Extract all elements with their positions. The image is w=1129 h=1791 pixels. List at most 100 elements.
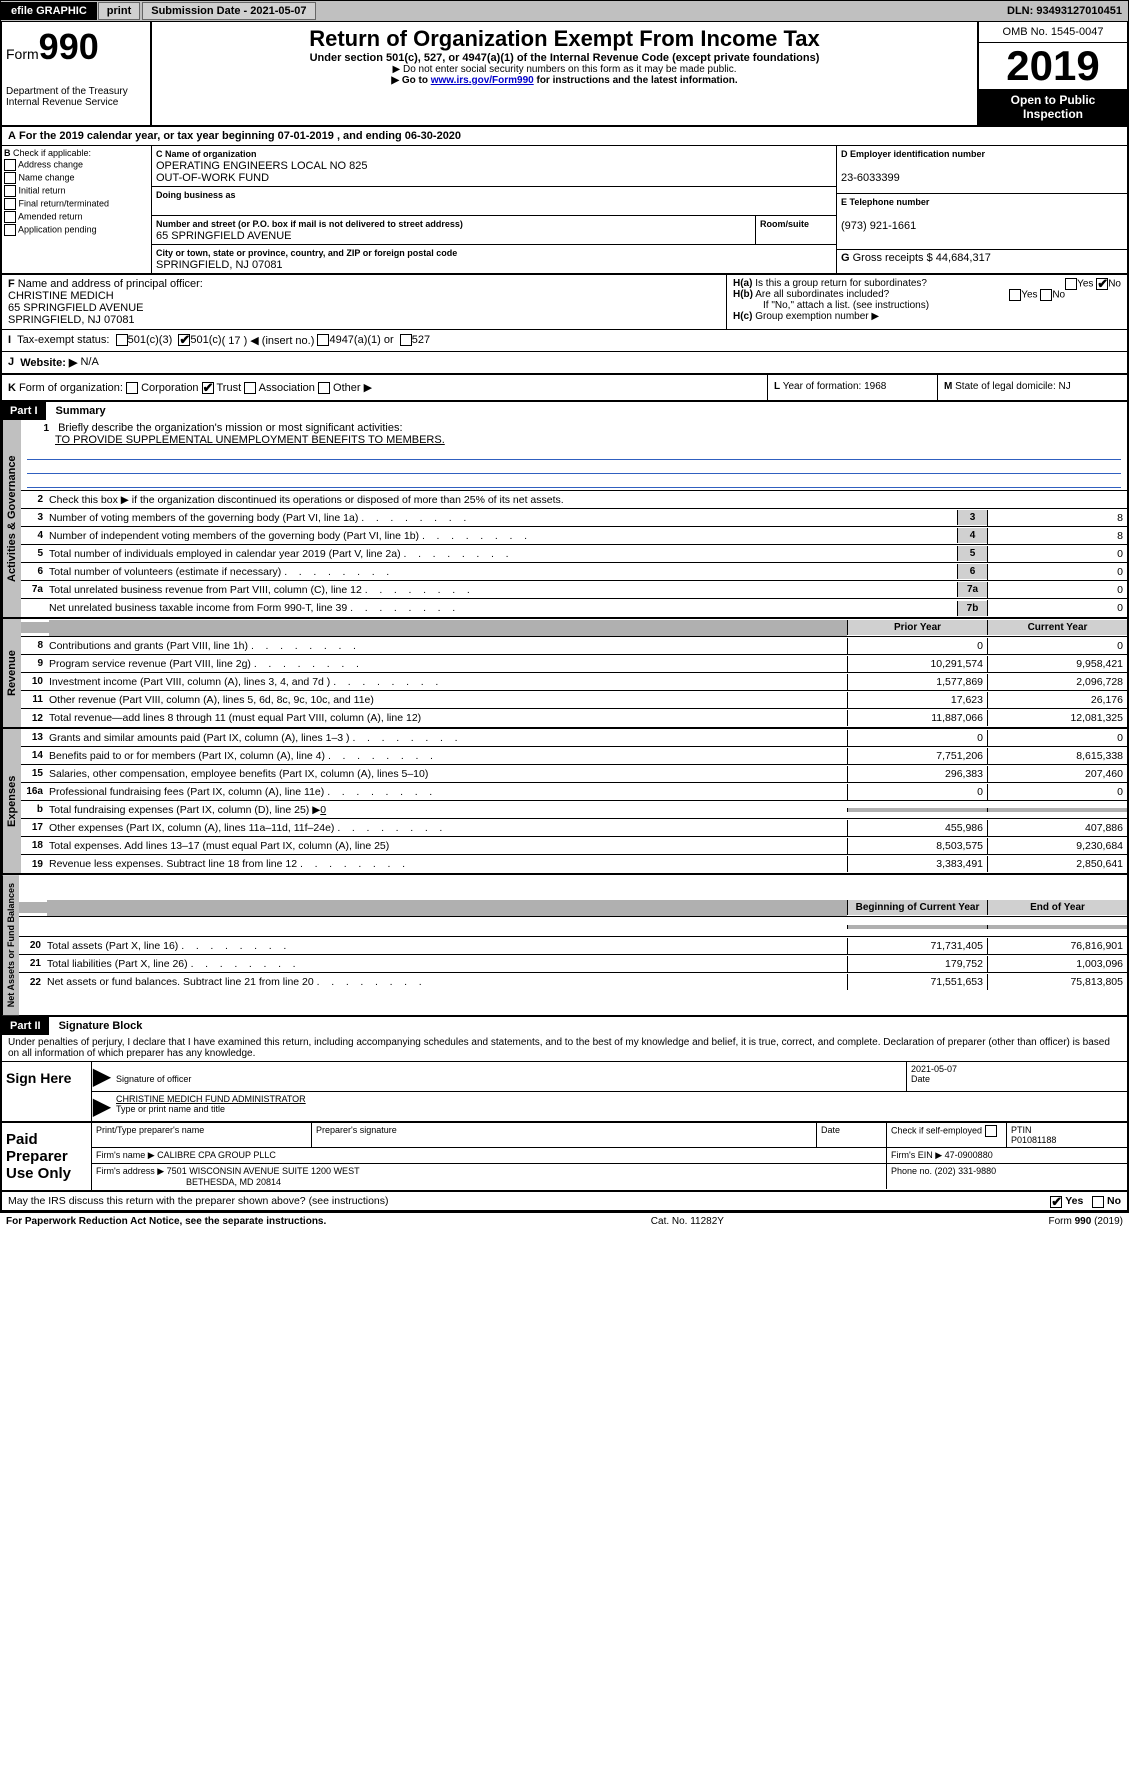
tab-net-assets: Net Assets or Fund Balances: [2, 875, 19, 1015]
hc-label: Group exemption number ▶: [755, 311, 879, 322]
chk-initial-return[interactable]: Initial return: [19, 185, 66, 195]
footer: For Paperwork Reduction Act Notice, see …: [0, 1212, 1129, 1230]
prep-name-label: Print/Type preparer's name: [92, 1123, 312, 1147]
part1-body: Activities & Governance 1 Briefly descri…: [0, 420, 1129, 619]
netassets-block: Net Assets or Fund Balances Beginning of…: [0, 875, 1129, 1017]
l21-curr: 1,003,096: [987, 956, 1127, 972]
col-C: C Name of organization OPERATING ENGINEE…: [152, 146, 837, 273]
k-assoc[interactable]: [244, 382, 256, 394]
l7b-val: 0: [987, 600, 1127, 616]
l20-text: Total assets (Part X, line 16): [47, 940, 178, 952]
l10-text: Investment income (Part VIII, column (A)…: [49, 676, 330, 688]
tab-activities-governance: Activities & Governance: [2, 420, 21, 617]
irs-label: Internal Revenue Service: [6, 97, 146, 108]
self-employed-check[interactable]: Check if self-employed: [887, 1123, 1007, 1147]
tab-expenses: Expenses: [2, 729, 21, 873]
i-501c[interactable]: [178, 334, 190, 346]
l8-curr: 0: [987, 638, 1127, 654]
ein: 23-6033399: [841, 172, 900, 184]
topbar: efile GRAPHIC print Submission Date - 20…: [0, 0, 1129, 22]
i-4947[interactable]: [317, 334, 329, 346]
gross-receipts: 44,684,317: [936, 252, 991, 264]
state-domicile: NJ: [1059, 381, 1071, 392]
hb-no[interactable]: [1040, 289, 1052, 301]
l1-text: Briefly describe the organization's miss…: [58, 422, 402, 434]
chk-final-return[interactable]: Final return/terminated: [19, 198, 110, 208]
row-KLM: K Form of organization: Corporation Trus…: [0, 375, 1129, 402]
l11-prior: 17,623: [847, 692, 987, 708]
firm-addr2: BETHESDA, MD 20814: [96, 1177, 281, 1187]
chk-address-change[interactable]: Address change: [18, 159, 83, 169]
l6-val: 0: [987, 564, 1127, 580]
l4-val: 8: [987, 528, 1127, 544]
ha-no[interactable]: [1096, 278, 1108, 290]
col-DEG: D Employer identification number 23-6033…: [837, 146, 1127, 273]
expenses-block: Expenses 13Grants and similar amounts pa…: [0, 729, 1129, 875]
chk-name-change[interactable]: Name change: [19, 172, 75, 182]
ptin: P01081188: [1011, 1135, 1056, 1145]
l6-text: Total number of volunteers (estimate if …: [49, 566, 281, 578]
revenue-block: Revenue Prior YearCurrent Year 8Contribu…: [0, 619, 1129, 729]
l18-text: Total expenses. Add lines 13–17 (must eq…: [49, 838, 847, 854]
l22-curr: 75,813,805: [987, 974, 1127, 990]
hb-yes[interactable]: [1009, 289, 1021, 301]
l18-prior: 8,503,575: [847, 838, 987, 854]
l11-text: Other revenue (Part VIII, column (A), li…: [49, 692, 847, 708]
print-button[interactable]: print: [98, 2, 140, 20]
officer-typed-name: CHRISTINE MEDICH FUND ADMINISTRATOR: [116, 1094, 306, 1104]
k-other[interactable]: [318, 382, 330, 394]
l8-prior: 0: [847, 638, 987, 654]
l3-text: Number of voting members of the governin…: [49, 512, 358, 524]
firm-name: CALIBRE CPA GROUP PLLC: [157, 1150, 276, 1160]
l5-val: 0: [987, 546, 1127, 562]
row-I: I Tax-exempt status: 501(c)(3) 501(c) ( …: [0, 330, 1129, 352]
i-501c3[interactable]: [116, 334, 128, 346]
l9-prior: 10,291,574: [847, 656, 987, 672]
org-address: 65 SPRINGFIELD AVENUE: [156, 230, 292, 242]
i-527[interactable]: [400, 334, 412, 346]
l19-prior: 3,383,491: [847, 856, 987, 872]
org-name-2: OUT-OF-WORK FUND: [156, 172, 269, 184]
l16a-text: Professional fundraising fees (Part IX, …: [49, 786, 324, 798]
sign-here-block: Sign Here ▶ Signature of officer 2021-05…: [0, 1061, 1129, 1123]
form-header: Form990 Department of the Treasury Inter…: [0, 22, 1129, 127]
tax-year-range: For the 2019 calendar year, or tax year …: [19, 130, 461, 142]
info-block: B Check if applicable: Address change Na…: [0, 146, 1129, 275]
part1-header: Part ISummary: [0, 402, 1129, 420]
ha-yes[interactable]: [1065, 278, 1077, 290]
l11-curr: 26,176: [987, 692, 1127, 708]
hb-label: Are all subordinates included?: [755, 289, 889, 300]
l19-text: Revenue less expenses. Subtract line 18 …: [49, 858, 297, 870]
l17-text: Other expenses (Part IX, column (A), lin…: [49, 822, 334, 834]
dba-label: Doing business as: [156, 190, 236, 200]
k-corp[interactable]: [126, 382, 138, 394]
officer-addr2: SPRINGFIELD, NJ 07081: [8, 314, 135, 326]
paperwork-notice: For Paperwork Reduction Act Notice, see …: [6, 1216, 326, 1227]
discuss-row: May the IRS discuss this return with the…: [0, 1192, 1129, 1212]
ha-label: Is this a group return for subordinates?: [755, 278, 927, 289]
discuss-no[interactable]: [1092, 1196, 1104, 1208]
l16a-prior: 0: [847, 784, 987, 800]
l13-curr: 0: [987, 730, 1127, 746]
l16b-text: Total fundraising expenses (Part IX, col…: [49, 804, 320, 816]
row-FH: F Name and address of principal officer:…: [0, 275, 1129, 330]
l18-curr: 9,230,684: [987, 838, 1127, 854]
l14-text: Benefits paid to or for members (Part IX…: [49, 750, 325, 762]
l21-text: Total liabilities (Part X, line 26): [47, 958, 188, 970]
form-subtitle: Under section 501(c), 527, or 4947(a)(1)…: [156, 52, 973, 64]
discuss-yes[interactable]: [1050, 1196, 1062, 1208]
paid-preparer-block: Paid Preparer Use Only Print/Type prepar…: [0, 1123, 1129, 1192]
chk-amended[interactable]: Amended return: [18, 211, 83, 221]
l10-curr: 2,096,728: [987, 674, 1127, 690]
form-ref: Form 990 (2019): [1049, 1216, 1123, 1227]
row-A: A For the 2019 calendar year, or tax yea…: [0, 127, 1129, 146]
k-trust[interactable]: [202, 382, 214, 394]
open-inspection: Open to PublicInspection: [979, 89, 1127, 125]
l1-value: TO PROVIDE SUPPLEMENTAL UNEMPLOYMENT BEN…: [27, 434, 445, 446]
tab-revenue: Revenue: [2, 619, 21, 727]
form990-link[interactable]: www.irs.gov/Form990: [431, 75, 534, 86]
l7b-text: Net unrelated business taxable income fr…: [49, 602, 347, 614]
chk-app-pending[interactable]: Application pending: [18, 224, 97, 234]
l14-prior: 7,751,206: [847, 748, 987, 764]
l20-prior: 71,731,405: [847, 938, 987, 954]
